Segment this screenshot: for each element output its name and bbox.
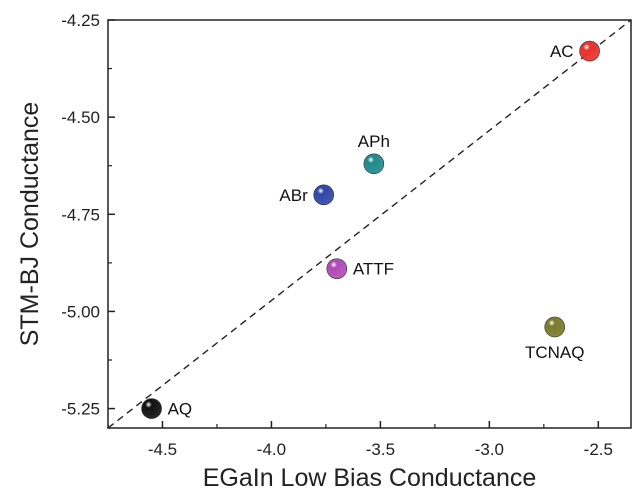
point-label-abr: ABr bbox=[279, 186, 308, 205]
y-tick-label: -5.00 bbox=[61, 302, 100, 321]
y-tick-label: -5.25 bbox=[61, 400, 100, 419]
y-tick-label: -4.50 bbox=[61, 108, 100, 127]
x-tick-label: -2.5 bbox=[584, 440, 613, 459]
data-point-aph bbox=[363, 153, 385, 175]
y-axis-ticks: -4.25 -4.50 -4.75 -5.00 -5.25 bbox=[61, 11, 115, 419]
y-axis-title: STM-BJ Conductance bbox=[16, 102, 44, 347]
data-points: AC APh ABr ATTF TCNAQ AQ bbox=[141, 40, 600, 419]
point-label-attf: ATTF bbox=[353, 260, 394, 279]
point-label-aph: APh bbox=[358, 132, 390, 151]
diagonal-reference-line bbox=[107, 19, 632, 429]
data-point-tcnaq bbox=[544, 316, 566, 338]
y-tick-label: -4.75 bbox=[61, 205, 100, 224]
data-point-ac bbox=[579, 40, 600, 62]
x-tick-label: -3.5 bbox=[366, 440, 395, 459]
data-point-abr bbox=[313, 184, 335, 206]
point-label-tcnaq: TCNAQ bbox=[525, 343, 585, 362]
data-point-attf bbox=[326, 258, 348, 279]
x-axis-title: EGaIn Low Bias Conductance bbox=[203, 464, 537, 492]
x-tick-label: -4.0 bbox=[257, 440, 286, 459]
point-label-aq: AQ bbox=[168, 400, 193, 419]
plot-frame bbox=[107, 19, 632, 429]
point-label-ac: AC bbox=[550, 42, 574, 61]
y-tick-label: -4.25 bbox=[61, 11, 100, 30]
x-tick-label: -3.0 bbox=[475, 440, 504, 459]
x-tick-label: -4.5 bbox=[148, 440, 177, 459]
x-axis-ticks: -4.5 -4.0 -3.5 -3.0 -2.5 bbox=[107, 421, 613, 459]
data-point-aq bbox=[141, 398, 162, 419]
